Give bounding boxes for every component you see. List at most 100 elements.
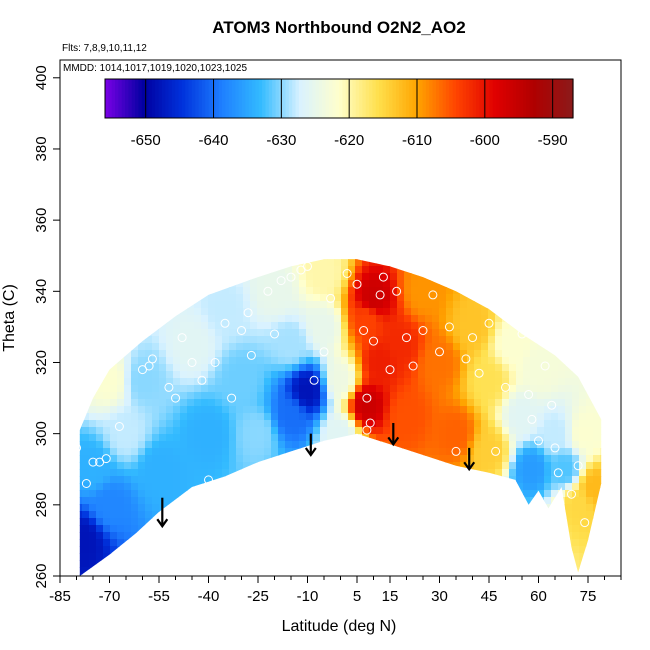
heatmap-cell <box>516 280 524 288</box>
heatmap-cell <box>404 434 412 442</box>
heatmap-cell <box>320 448 328 456</box>
heatmap-cell <box>474 287 482 295</box>
heatmap-cell <box>565 336 573 344</box>
heatmap-cell <box>215 322 223 330</box>
heatmap-cell <box>313 294 321 302</box>
colorbar-swatch <box>429 79 434 118</box>
heatmap-cell <box>383 343 391 351</box>
heatmap-cell <box>341 350 349 358</box>
heatmap-cell <box>327 308 335 316</box>
heatmap-cell <box>446 371 454 379</box>
heatmap-cell <box>117 483 125 491</box>
heatmap-cell <box>264 308 272 316</box>
heatmap-cell <box>96 280 104 288</box>
heatmap-cell <box>117 273 125 281</box>
heatmap-cell <box>79 483 83 491</box>
heatmap-cell <box>285 546 293 554</box>
heatmap-cell <box>110 301 118 309</box>
heatmap-cell <box>390 259 398 267</box>
heatmap-cell <box>131 553 139 561</box>
heatmap-cell <box>159 406 167 414</box>
heatmap-cell <box>376 364 384 372</box>
heatmap-cell <box>565 413 573 421</box>
heatmap-cell <box>334 455 342 463</box>
heatmap-cell <box>523 385 531 393</box>
heatmap-cell <box>565 301 573 309</box>
heatmap-cell <box>117 448 125 456</box>
heatmap-cell <box>411 427 419 435</box>
heatmap-cell <box>285 427 293 435</box>
heatmap-cell <box>173 406 181 414</box>
colorbar-swatch <box>228 79 233 118</box>
heatmap-cell <box>397 413 405 421</box>
heatmap-cell <box>159 308 167 316</box>
heatmap-cell <box>390 245 398 253</box>
heatmap-cell <box>537 497 545 505</box>
heatmap-cell <box>96 413 104 421</box>
heatmap-cell <box>82 336 90 344</box>
heatmap-cell <box>355 427 363 435</box>
colorbar-tick-label: -600 <box>470 132 500 149</box>
x-tick-label: -55 <box>148 588 170 605</box>
heatmap-cell <box>201 371 209 379</box>
heatmap-cell <box>418 525 426 533</box>
heatmap-cell <box>537 357 545 365</box>
colorbar-swatch <box>328 79 333 118</box>
heatmap-cell <box>334 280 342 288</box>
heatmap-cell <box>173 329 181 337</box>
heatmap-cell <box>208 301 216 309</box>
heatmap-cell <box>348 546 356 554</box>
heatmap-cell <box>418 511 426 519</box>
heatmap-cell <box>376 553 384 561</box>
heatmap-cell <box>460 413 468 421</box>
heatmap-cell <box>271 399 279 407</box>
heatmap-cell <box>271 511 279 519</box>
heatmap-cell <box>124 301 132 309</box>
heatmap-cell <box>446 357 454 365</box>
heatmap-cell <box>145 399 153 407</box>
heatmap-cell <box>600 553 602 561</box>
heatmap-cell <box>110 532 118 540</box>
heatmap-cell <box>523 266 531 274</box>
heatmap-cell <box>250 441 258 449</box>
heatmap-cell <box>404 294 412 302</box>
heatmap-cell <box>103 294 111 302</box>
heatmap-cell <box>453 245 461 253</box>
heatmap-cell <box>180 273 188 281</box>
heatmap-cell <box>159 245 167 253</box>
colorbar-swatch <box>562 79 567 118</box>
heatmap-cell <box>362 511 370 519</box>
heatmap-cell <box>306 245 314 253</box>
heatmap-cell <box>579 364 587 372</box>
heatmap-cell <box>593 301 601 309</box>
heatmap-cell <box>509 371 517 379</box>
heatmap-cell <box>103 441 111 449</box>
heatmap-cell <box>96 301 104 309</box>
heatmap-cell <box>159 378 167 386</box>
heatmap-cell <box>551 343 559 351</box>
heatmap-cell <box>145 490 153 498</box>
heatmap-cell <box>124 427 132 435</box>
heatmap-cell <box>481 259 489 267</box>
heatmap-cell <box>607 413 615 421</box>
heatmap-cell <box>89 434 97 442</box>
heatmap-cell <box>369 448 377 456</box>
heatmap-cell <box>355 399 363 407</box>
heatmap-cell <box>453 364 461 372</box>
observation-point <box>177 333 187 343</box>
heatmap-cell <box>138 490 146 498</box>
heatmap-cell <box>201 273 209 281</box>
heatmap-cell <box>544 448 552 456</box>
heatmap-cell <box>516 364 524 372</box>
heatmap-cell <box>145 483 153 491</box>
heatmap-cell <box>145 245 153 253</box>
heatmap-cell <box>355 385 363 393</box>
heatmap-cell <box>593 469 601 477</box>
heatmap-cell <box>89 343 97 351</box>
heatmap-cell <box>201 343 209 351</box>
heatmap-cell <box>355 497 363 505</box>
heatmap-cell <box>264 469 272 477</box>
heatmap-cell <box>551 420 559 428</box>
heatmap-cell <box>180 406 188 414</box>
heatmap-cell <box>376 483 384 491</box>
